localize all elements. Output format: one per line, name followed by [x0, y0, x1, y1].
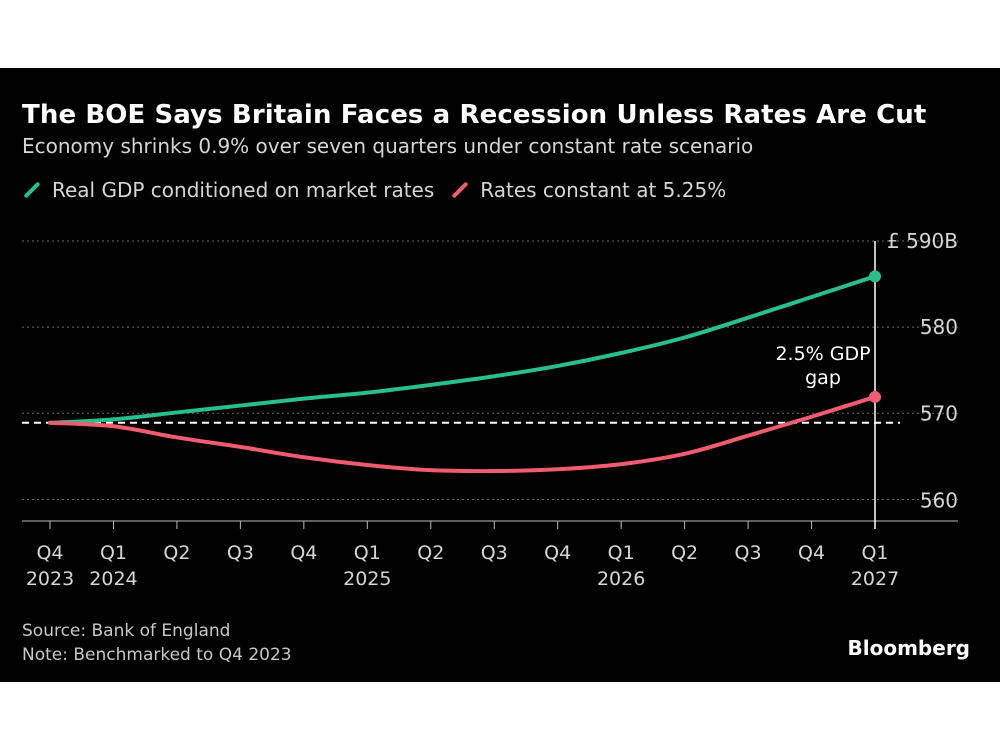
- x-tick-label: Q4: [544, 542, 571, 564]
- source-note: Source: Bank of England Note: Benchmarke…: [22, 619, 292, 667]
- x-tick-label: Q4: [36, 542, 63, 564]
- x-tick-label: Q2: [417, 542, 444, 564]
- annotation-label: 2.5% GDP: [775, 343, 870, 365]
- x-tick-label: Q3: [735, 542, 762, 564]
- x-tick-label: Q1: [354, 542, 381, 564]
- x-tick-label: Q1: [100, 542, 127, 564]
- legend-item-market-rates: Real GDP conditioned on market rates: [22, 178, 434, 202]
- chart-title: The BOE Says Britain Faces a Recession U…: [22, 100, 927, 130]
- chart-card: The BOE Says Britain Faces a Recession U…: [0, 68, 1000, 682]
- x-tick-label: Q2: [671, 542, 698, 564]
- x-tick-label: Q3: [227, 542, 254, 564]
- x-tick-year-label: 2025: [343, 568, 391, 590]
- x-tick-label: Q1: [608, 542, 635, 564]
- x-tick-year-label: 2027: [851, 568, 899, 590]
- series-layer: [48, 270, 881, 474]
- legend: Real GDP conditioned on market rates Rat…: [22, 177, 742, 203]
- x-tick-label: Q4: [798, 542, 825, 564]
- chart-subtitle: Economy shrinks 0.9% over seven quarters…: [22, 134, 754, 158]
- legend-item-constant-rates: Rates constant at 5.25%: [450, 178, 726, 202]
- y-tick-label: 580: [920, 315, 958, 339]
- x-tick-year-label: 2026: [597, 568, 645, 590]
- y-tick-label: £ 590B: [887, 229, 958, 253]
- x-tick-year-label: 2024: [89, 568, 137, 590]
- annotation-label: gap: [805, 367, 841, 389]
- source-text: Source: Bank of England: [22, 621, 231, 641]
- x-tick-label: Q1: [861, 542, 888, 564]
- note-text: Note: Benchmarked to Q4 2023: [22, 645, 292, 665]
- y-tick-label: 560: [920, 488, 958, 512]
- axis-layer: [22, 241, 958, 529]
- x-tick-label: Q3: [481, 542, 508, 564]
- x-tick-year-label: 2023: [26, 568, 74, 590]
- series-line-constant-rates: [48, 394, 877, 474]
- line-chart: 560 570 580 £ 590B Q4 2023 Q1 2024 Q2 Q3 Q4 Q1 2025 Q…: [22, 229, 958, 590]
- bloomberg-logo: Bloomberg: [847, 636, 970, 660]
- y-tick-label: 570: [920, 401, 958, 425]
- x-tick-label: Q2: [163, 542, 190, 564]
- legend-label-market-rates: Real GDP conditioned on market rates: [52, 178, 435, 202]
- series-line-market-rates: [48, 274, 877, 425]
- legend-label-constant-rates: Rates constant at 5.25%: [480, 178, 727, 202]
- series-end-point: [869, 390, 881, 403]
- x-tick-label: Q4: [290, 542, 317, 564]
- series-end-point: [869, 270, 881, 283]
- label-layer: 560 570 580 £ 590B Q4 2023 Q1 2024 Q2 Q3 Q4 Q1 2025 Q…: [26, 229, 958, 590]
